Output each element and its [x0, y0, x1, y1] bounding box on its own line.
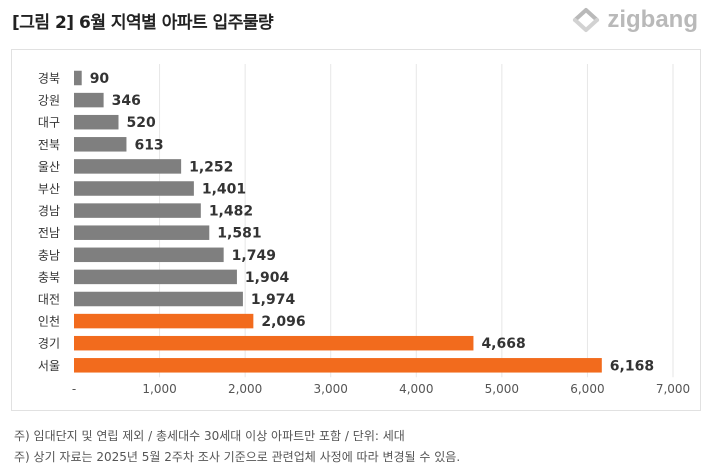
bar [74, 203, 201, 218]
x-tick-label: 4,000 [399, 382, 433, 396]
bar [74, 335, 474, 351]
x-tick-label: 1,000 [142, 382, 176, 396]
category-label: 부산 [38, 182, 60, 196]
data-label: 1,252 [189, 159, 233, 175]
data-label: 346 [112, 93, 141, 109]
bar [74, 114, 119, 130]
brand-name: zigbang [607, 6, 698, 33]
bar [74, 225, 210, 240]
bar [74, 313, 254, 329]
data-label: 1,581 [217, 226, 261, 242]
category-label: 전남 [38, 226, 60, 240]
category-label: 전북 [38, 138, 60, 152]
bar [74, 358, 602, 373]
x-tick-label: 3,000 [314, 382, 348, 396]
data-label: 1,482 [209, 204, 253, 220]
data-label: 520 [126, 115, 155, 131]
data-label: 1,749 [232, 248, 276, 264]
category-label: 서울 [38, 359, 60, 373]
bar [74, 159, 182, 174]
category-label: 충남 [38, 248, 60, 262]
category-label: 충북 [38, 270, 60, 284]
category-label: 강원 [38, 94, 60, 108]
data-label: 1,401 [202, 182, 246, 198]
category-label: 대전 [38, 293, 60, 307]
data-label: 613 [134, 137, 163, 153]
x-tick-label: 5,000 [485, 382, 519, 396]
bar [74, 269, 237, 285]
category-label: 경남 [38, 204, 60, 218]
category-label: 대구 [38, 116, 60, 130]
x-tick-label: - [72, 382, 76, 396]
brand-logo: zigbang [571, 6, 698, 34]
bar [74, 137, 127, 152]
bar [74, 181, 194, 196]
zigbang-logo-icon [573, 8, 600, 32]
category-label: 경북 [38, 72, 60, 86]
x-tick-label: 2,000 [228, 382, 262, 396]
data-label: 90 [90, 71, 110, 87]
bar [74, 291, 243, 307]
bar [74, 247, 224, 263]
page-title: [그림 2] 6월 지역별 아파트 입주물량 [12, 13, 274, 33]
category-label: 인천 [38, 314, 60, 329]
data-label: 4,668 [481, 336, 525, 352]
footnote-1: 주) 임대단지 및 연립 제외 / 총세대수 30세대 이상 아파트만 포함 /… [14, 429, 405, 443]
bar-chart: - 1,000 2,000 3,000 4,000 5,000 6,000 7,000 경북 90… [38, 64, 690, 396]
data-label: 6,168 [610, 358, 654, 374]
data-label: 1,974 [251, 292, 296, 308]
data-label: 1,904 [245, 270, 290, 286]
category-label: 경기 [38, 337, 60, 351]
bar [74, 70, 82, 86]
x-tick-label: 7,000 [656, 382, 690, 396]
footnote-2: 주) 상기 자료는 2025년 5월 2주차 조사 기준으로 관련업체 사정에 … [14, 450, 461, 464]
bar [74, 92, 104, 108]
data-label: 2,096 [261, 314, 305, 330]
category-label: 울산 [38, 160, 60, 174]
chart-panel: - 1,000 2,000 3,000 4,000 5,000 6,000 7,000 경북 90… [11, 49, 701, 411]
footnotes: 주) 임대단지 및 연립 제외 / 총세대수 30세대 이상 아파트만 포함 /… [14, 426, 460, 468]
x-tick-label: 6,000 [570, 382, 604, 396]
